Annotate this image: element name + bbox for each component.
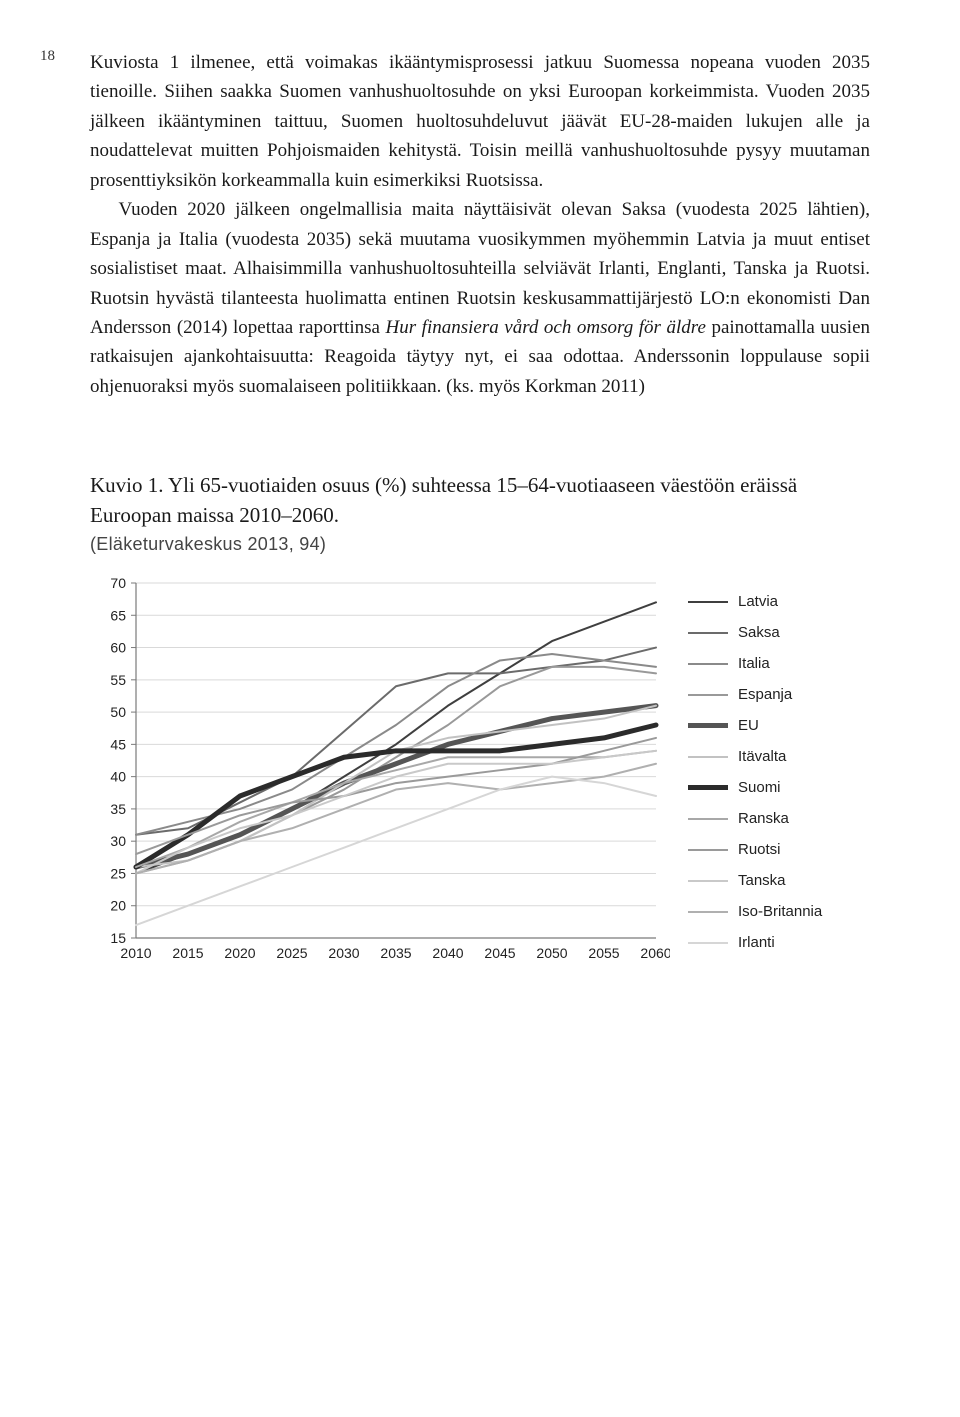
legend-item: Iso-Britannia	[688, 903, 870, 920]
svg-text:65: 65	[110, 607, 126, 623]
svg-text:40: 40	[110, 769, 126, 785]
svg-text:60: 60	[110, 640, 126, 656]
legend-label: Itävalta	[738, 748, 786, 765]
line-chart: 1520253035404550556065702010201520202025…	[90, 575, 670, 965]
svg-text:20: 20	[110, 898, 126, 914]
legend-item: Irlanti	[688, 934, 870, 951]
svg-text:2050: 2050	[536, 945, 567, 961]
svg-text:2010: 2010	[120, 945, 151, 961]
legend-label: Ranska	[738, 810, 789, 827]
legend-label: Suomi	[738, 779, 781, 796]
page-number: 18	[40, 48, 55, 65]
legend-item: Ruotsi	[688, 841, 870, 858]
svg-text:70: 70	[110, 575, 126, 591]
svg-text:2030: 2030	[328, 945, 359, 961]
legend-item: Suomi	[688, 779, 870, 796]
legend-item: Italia	[688, 655, 870, 672]
legend-item: Saksa	[688, 624, 870, 641]
svg-text:25: 25	[110, 865, 126, 881]
chart-container: 1520253035404550556065702010201520202025…	[90, 575, 870, 965]
legend-label: Irlanti	[738, 934, 775, 951]
svg-text:2055: 2055	[588, 945, 619, 961]
legend-item: Tanska	[688, 872, 870, 889]
svg-text:35: 35	[110, 801, 126, 817]
svg-text:15: 15	[110, 930, 126, 946]
legend-swatch	[688, 756, 728, 758]
legend-swatch	[688, 849, 728, 851]
svg-text:30: 30	[110, 833, 126, 849]
legend-swatch	[688, 880, 728, 882]
legend-swatch	[688, 911, 728, 913]
legend-swatch	[688, 785, 728, 790]
svg-text:2035: 2035	[380, 945, 411, 961]
legend-swatch	[688, 601, 728, 603]
legend-label: Italia	[738, 655, 770, 672]
legend-label: Tanska	[738, 872, 786, 889]
legend-label: Latvia	[738, 593, 778, 610]
svg-text:2015: 2015	[172, 945, 203, 961]
legend-item: Latvia	[688, 593, 870, 610]
svg-text:2045: 2045	[484, 945, 515, 961]
body-text: Kuviosta 1 ilmenee, että voimakas ikäänt…	[90, 48, 870, 401]
svg-text:55: 55	[110, 672, 126, 688]
legend-label: Saksa	[738, 624, 780, 641]
legend-label: Iso-Britannia	[738, 903, 822, 920]
legend-swatch	[688, 942, 728, 944]
legend-swatch	[688, 723, 728, 728]
legend-label: Espanja	[738, 686, 792, 703]
legend-swatch	[688, 632, 728, 634]
paragraph-1: Kuviosta 1 ilmenee, että voimakas ikäänt…	[90, 48, 870, 195]
legend-item: Espanja	[688, 686, 870, 703]
legend-swatch	[688, 663, 728, 665]
svg-text:2020: 2020	[224, 945, 255, 961]
svg-text:50: 50	[110, 704, 126, 720]
legend-swatch	[688, 694, 728, 696]
legend-item: Ranska	[688, 810, 870, 827]
legend-item: EU	[688, 717, 870, 734]
svg-text:2060: 2060	[640, 945, 670, 961]
legend-item: Itävalta	[688, 748, 870, 765]
legend-label: Ruotsi	[738, 841, 781, 858]
svg-text:2025: 2025	[276, 945, 307, 961]
legend-label: EU	[738, 717, 759, 734]
legend-swatch	[688, 818, 728, 820]
figure-subcaption: (Eläketurvakeskus 2013, 94)	[90, 534, 870, 555]
paragraph-2: Vuoden 2020 jälkeen ongelmallisia maita …	[90, 195, 870, 401]
svg-text:45: 45	[110, 736, 126, 752]
chart-legend: Latvia Saksa Italia Espanja EU Itävalta Suomi R…	[688, 575, 870, 965]
figure-caption: Kuvio 1. Yli 65-vuotiaiden osuus (%) suh…	[90, 471, 870, 530]
svg-text:2040: 2040	[432, 945, 463, 961]
p2-italic: Hur finansiera vård och omsorg för äldre	[386, 317, 706, 338]
